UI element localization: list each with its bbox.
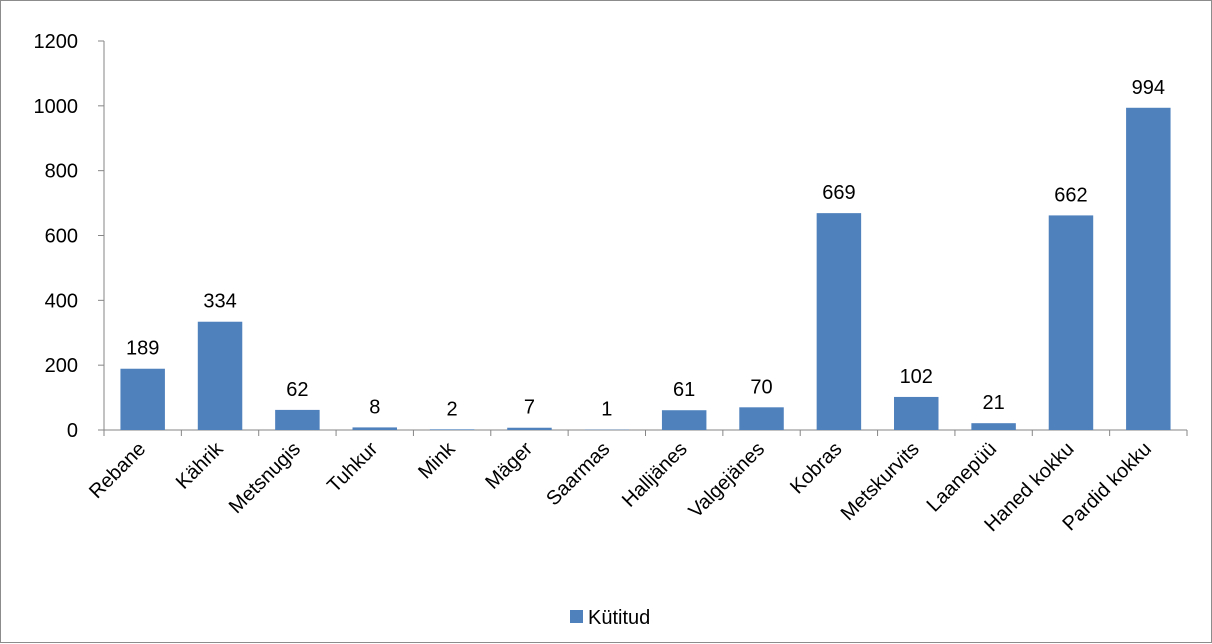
y-tick-label: 0 bbox=[67, 420, 78, 442]
data-label: 1 bbox=[601, 399, 612, 421]
category-label: Kährik bbox=[172, 437, 228, 493]
data-label: 2 bbox=[447, 398, 458, 420]
y-axis: 0 200 400 600 800 1000 1200 bbox=[34, 31, 105, 442]
bar bbox=[971, 423, 1015, 430]
category-label: Mink bbox=[414, 437, 460, 483]
y-tick-label: 1000 bbox=[34, 96, 79, 118]
category-label: Valgejänes bbox=[685, 438, 769, 522]
category-label: Mäger bbox=[481, 438, 537, 494]
data-label: 662 bbox=[1054, 184, 1087, 206]
bar bbox=[198, 322, 242, 430]
bar bbox=[507, 428, 551, 430]
data-label: 7 bbox=[524, 397, 535, 419]
y-tick-label: 1200 bbox=[34, 31, 79, 53]
category-label: Metskurvits bbox=[837, 438, 924, 525]
y-tick-label: 200 bbox=[45, 355, 78, 377]
legend: Kütitud bbox=[570, 607, 650, 629]
category-label: Laanepüü bbox=[923, 438, 1001, 516]
data-label: 61 bbox=[673, 379, 695, 401]
y-tick-label: 400 bbox=[45, 290, 78, 312]
data-label: 102 bbox=[900, 366, 933, 388]
bar bbox=[894, 397, 938, 430]
bar bbox=[1049, 215, 1093, 430]
bar bbox=[662, 410, 706, 430]
category-label: Saarmas bbox=[542, 438, 614, 510]
bar bbox=[120, 369, 164, 430]
data-labels: 189 334 62 8 2 7 1 61 70 669 102 21 662 994 bbox=[126, 77, 1165, 421]
data-label: 994 bbox=[1132, 77, 1165, 99]
bar bbox=[739, 407, 783, 430]
category-label: Halljänes bbox=[618, 438, 692, 512]
bar bbox=[1126, 108, 1170, 430]
data-label: 334 bbox=[203, 291, 236, 313]
x-axis bbox=[104, 430, 1187, 436]
legend-swatch bbox=[570, 610, 583, 623]
data-label: 70 bbox=[750, 376, 772, 398]
y-tick-label: 800 bbox=[45, 161, 78, 183]
data-label: 669 bbox=[822, 182, 855, 204]
category-label: Tuhkur bbox=[323, 438, 382, 497]
bar bbox=[353, 427, 397, 430]
data-label: 21 bbox=[982, 392, 1004, 414]
category-label: Metsnugis bbox=[225, 438, 305, 518]
bars bbox=[120, 108, 1170, 430]
bar bbox=[817, 213, 861, 430]
data-label: 8 bbox=[369, 396, 380, 418]
data-label: 189 bbox=[126, 338, 159, 360]
y-tick-label: 600 bbox=[45, 226, 78, 248]
category-label: Kobras bbox=[786, 438, 846, 498]
legend-label: Kütitud bbox=[588, 607, 650, 629]
category-label: Rebane bbox=[85, 438, 150, 503]
data-label: 62 bbox=[286, 379, 308, 401]
bar bbox=[275, 410, 319, 430]
bar bbox=[430, 429, 474, 430]
